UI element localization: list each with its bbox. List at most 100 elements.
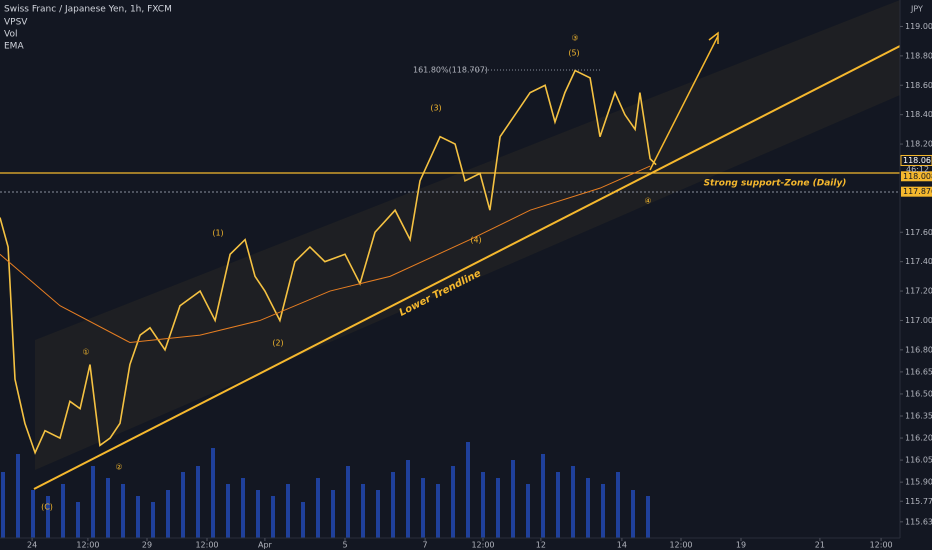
volume-bar xyxy=(196,466,200,538)
volume-bar xyxy=(361,484,365,538)
y-tick-label: 118.400 xyxy=(905,110,932,119)
y-tick-label: 116.800 xyxy=(905,345,932,354)
volume-bar xyxy=(406,460,410,538)
annotation: (C) xyxy=(41,503,53,512)
channel xyxy=(35,0,900,470)
annotation: (1) xyxy=(212,229,223,238)
volume-bar xyxy=(646,496,650,538)
x-tick-label: 24 xyxy=(27,541,37,550)
y-tick-label: 115.630 xyxy=(905,517,932,526)
annotation: ② xyxy=(115,463,122,472)
price-line xyxy=(0,69,657,455)
volume-bar xyxy=(601,484,605,538)
volume-bar xyxy=(271,496,275,538)
volume-bar xyxy=(421,478,425,538)
x-tick-label: 14 xyxy=(617,541,627,550)
ema-line xyxy=(0,165,651,344)
x-tick-label: 12:00 xyxy=(76,541,99,550)
marks xyxy=(0,69,657,538)
x-tick-label: 19 xyxy=(736,541,746,550)
y-tick-label: 115.770 xyxy=(905,497,932,506)
y-tick-label: 116.500 xyxy=(905,389,932,398)
volume-bar xyxy=(286,484,290,538)
y-tick-label: 117.200 xyxy=(905,287,932,296)
y-tick-label: 118.800 xyxy=(905,51,932,60)
chart-title: Swiss Franc / Japanese Yen, 1h, FXCM xyxy=(4,5,172,15)
price-tag xyxy=(900,154,932,166)
volume-bar xyxy=(586,478,590,538)
x-tick-label: Apr xyxy=(258,541,273,550)
annotation: (3) xyxy=(430,104,441,113)
volume-bar xyxy=(466,442,470,538)
price-tag-label: 117.876 xyxy=(903,187,932,196)
y-tick-label: 116.200 xyxy=(905,434,932,443)
y-tick-label: 119.000 xyxy=(905,22,932,31)
annotation: (5) xyxy=(568,49,579,58)
price-tag xyxy=(901,171,932,182)
volume-bar xyxy=(526,484,530,538)
annotation: 161.80%(118.707) xyxy=(413,66,488,75)
x-tick-label: 12:00 xyxy=(471,541,494,550)
volume-bar xyxy=(511,460,515,538)
x-tick-label: 12:00 xyxy=(195,541,218,550)
indicator: EMA xyxy=(4,42,24,52)
y-unit: JPY xyxy=(910,5,923,14)
volume-bar xyxy=(106,478,110,538)
price-tag-label: 118.008 xyxy=(903,172,932,181)
y-tick-label: 118.200 xyxy=(905,140,932,149)
y-tick-label: 117.600 xyxy=(905,228,932,237)
price-tag xyxy=(901,186,932,197)
volume-bar xyxy=(616,472,620,538)
volume-bar xyxy=(571,466,575,538)
volume-bar xyxy=(211,448,215,538)
annotation: ③ xyxy=(571,34,578,43)
y-tick-label: 116.650 xyxy=(905,367,932,376)
volume-bar xyxy=(121,484,125,538)
indicator: VPSV xyxy=(4,18,28,28)
volume-bar xyxy=(181,472,185,538)
annotation: ① xyxy=(82,348,89,357)
x-tick-label: 7 xyxy=(423,541,428,550)
x-tick-label: 29 xyxy=(142,541,152,550)
y-tick-label: 116.050 xyxy=(905,456,932,465)
annotation: Strong support-Zone (Daily) xyxy=(704,179,847,189)
annotation: (4) xyxy=(470,236,481,245)
volume-bar xyxy=(481,472,485,538)
volume-bar xyxy=(31,490,35,538)
volume-bar xyxy=(46,496,50,538)
volume-bar xyxy=(256,490,260,538)
volume-bar xyxy=(151,502,155,538)
volume-bar xyxy=(331,490,335,538)
volume-bar xyxy=(241,478,245,538)
indicator: Vol xyxy=(4,30,17,40)
volume-bar xyxy=(166,490,170,538)
volume-bar xyxy=(16,454,20,538)
volume-bar xyxy=(91,466,95,538)
y-tick-label: 115.900 xyxy=(905,478,932,487)
trendline xyxy=(33,45,901,490)
x-tick-label: 21 xyxy=(815,541,825,550)
y-tick-label: 117.400 xyxy=(905,257,932,266)
volume-bar xyxy=(316,478,320,538)
y-tick-label: 117.000 xyxy=(905,316,932,325)
volume-bar xyxy=(541,454,545,538)
volume-bar xyxy=(226,484,230,538)
x-tick-label: 12 xyxy=(536,541,546,550)
x-tick-label: 5 xyxy=(342,541,347,550)
volume-bar xyxy=(376,490,380,538)
countdown: 46:12 xyxy=(906,165,929,174)
volume-bar xyxy=(61,484,65,538)
price-tag-label: 118.061 xyxy=(903,156,932,165)
axis-panel xyxy=(900,0,932,550)
volume-bar xyxy=(436,484,440,538)
volume-bar xyxy=(76,502,80,538)
x-tick-label: 12:00 xyxy=(870,541,893,550)
arrow xyxy=(649,35,719,171)
volume-bar xyxy=(556,472,560,538)
volume-bar xyxy=(346,466,350,538)
volume-bar xyxy=(451,466,455,538)
volume-bar xyxy=(136,496,140,538)
volume-bar xyxy=(631,490,635,538)
volume-bar xyxy=(301,502,305,538)
